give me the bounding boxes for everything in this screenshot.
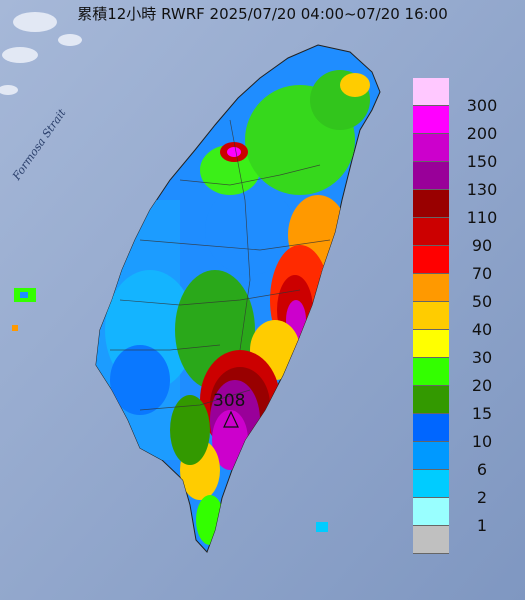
legend-label: 90 [471, 236, 493, 255]
legend-swatch [413, 274, 449, 302]
legend-label: 130 [466, 180, 498, 199]
legend-swatch [413, 526, 449, 554]
legend-label: 70 [471, 264, 493, 283]
legend-swatch [413, 246, 449, 274]
islands [12, 288, 328, 532]
legend-swatch [413, 134, 449, 162]
legend-label: 6 [476, 460, 488, 479]
legend-label: 2 [476, 488, 488, 507]
legend-label: 200 [466, 124, 498, 143]
legend-swatch [413, 442, 449, 470]
legend-swatch [413, 106, 449, 134]
legend-swatch [413, 218, 449, 246]
legend-swatch [413, 330, 449, 358]
legend-swatch [413, 162, 449, 190]
legend-swatch [413, 414, 449, 442]
max-rainfall-marker-icon [223, 410, 239, 428]
legend-label: 15 [471, 404, 493, 423]
legend-label: 50 [471, 292, 493, 311]
legend-label: 20 [471, 376, 493, 395]
legend-labels: 300 200 150 130 110 90 70 50 40 30 20 15 10 6 2 1 [452, 92, 512, 540]
legend-label: 150 [466, 152, 498, 171]
legend-label: 110 [466, 208, 498, 227]
legend-swatch [413, 358, 449, 386]
legend-swatch [413, 190, 449, 218]
map-title: 累積12小時 RWRF 2025/07/20 04:00~07/20 16:00 [77, 5, 448, 23]
legend-label: 40 [471, 320, 493, 339]
legend-label: 30 [471, 348, 493, 367]
legend-swatch [413, 386, 449, 414]
legend-swatch [413, 498, 449, 526]
legend-swatches [413, 78, 449, 554]
legend-swatch [413, 302, 449, 330]
legend-label: 300 [466, 96, 498, 115]
legend-label: 10 [471, 432, 493, 451]
legend-swatch [413, 470, 449, 498]
legend-swatch [413, 78, 449, 106]
max-value-label: 308 [213, 391, 246, 411]
clouds [0, 12, 82, 95]
legend-label: 1 [476, 516, 488, 535]
